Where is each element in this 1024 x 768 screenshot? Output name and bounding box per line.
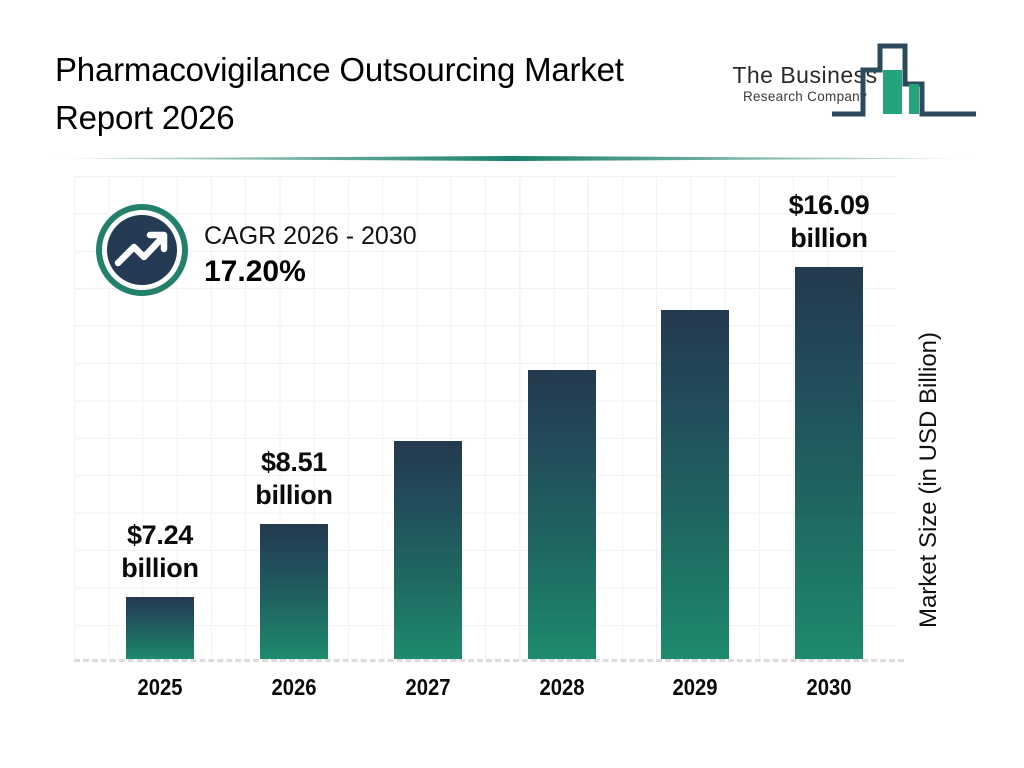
x-axis-label-2026: 2026 [271,674,317,700]
bar-2029 [661,310,729,659]
company-logo-line-2: Research Company [742,89,868,104]
cagr-text-block: CAGR 2026 - 2030 17.20% [204,220,417,292]
company-logo-line-1: The Business [732,62,878,88]
x-axis-label-2027: 2027 [405,674,451,700]
x-axis-label-2028: 2028 [539,674,585,700]
bar-2025 [126,597,194,659]
bar-2026 [260,524,328,659]
x-axis-baseline [74,659,904,662]
bar-2028 [528,370,596,659]
x-axis-label-2029: 2029 [672,674,718,700]
bar-value-unit: billion [790,223,868,253]
bar-chart-logo-mark-icon [832,43,976,117]
header-divider [40,156,984,161]
bar-value-amount: $7.24 [126,520,194,550]
bar-value-unit: billion [255,480,333,510]
bar-2030 [795,267,863,659]
cagr-badge: CAGR 2026 - 2030 17.20% [96,204,496,314]
company-logo: The Business Research Company [728,36,978,132]
x-axis-label-2030: 2030 [806,674,852,700]
company-logo-text: The Business Research Company [730,62,880,105]
bar-value-label-2026: $8.51 billion [214,446,374,512]
y-axis-title-text: Market Size (in USD Billion) [915,331,942,629]
bar-value-amount: $16.09 [788,190,870,220]
page-title-line-2: Report 2026 [55,99,235,136]
header: Pharmacovigilance Outsourcing Market Rep… [0,0,1024,161]
page-title: Pharmacovigilance Outsourcing Market Rep… [55,46,735,142]
bar-value-unit: billion [121,553,199,583]
plot-grid [74,176,896,662]
x-axis-label-2025: 2025 [137,674,183,700]
page-title-line-1: Pharmacovigilance Outsourcing Market [55,51,624,88]
cagr-value: 17.20% [204,255,306,288]
bar-value-amount: $8.51 [260,447,328,477]
y-axis-title: Market Size (in USD Billion) [885,0,942,628]
bar-value-label-2025: $7.24 billion [80,519,240,585]
bar-2027 [394,441,462,659]
bar-value-label-2030: $16.09 billion [749,189,909,255]
cagr-label: CAGR 2026 - 2030 [204,222,417,250]
trending-up-icon [96,204,188,296]
